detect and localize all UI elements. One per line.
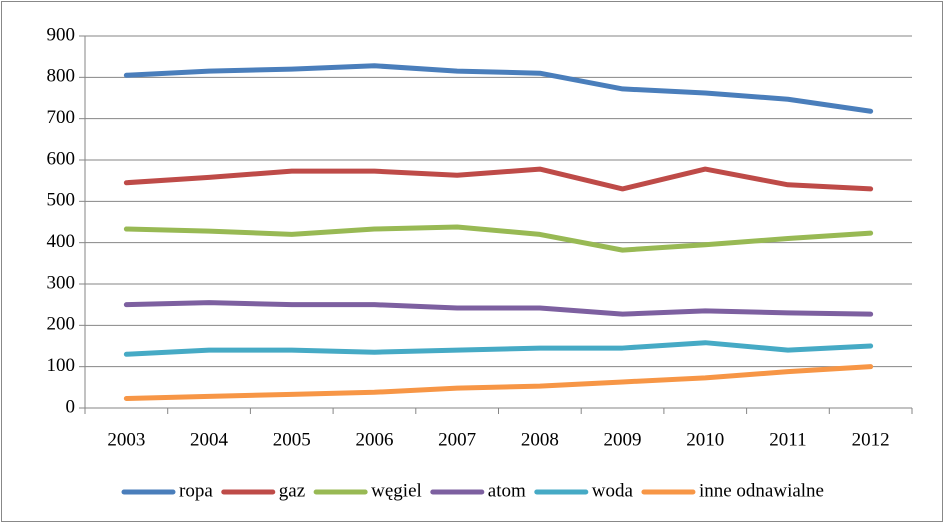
x-tick-label: 2005 xyxy=(273,429,311,450)
x-tick-label: 2011 xyxy=(769,429,806,450)
x-tick-label: 2006 xyxy=(355,429,393,450)
series-line xyxy=(123,340,874,357)
x-tick-label: 2010 xyxy=(686,429,724,450)
legend-label: gaz xyxy=(279,480,305,501)
legend-label: inne odnawialne xyxy=(699,480,824,501)
y-tick-label: 900 xyxy=(47,24,76,45)
y-tick-label: 0 xyxy=(66,396,76,417)
y-tick-label: 300 xyxy=(47,272,76,293)
y-tick-label: 700 xyxy=(47,107,76,128)
legend-label: ropa xyxy=(179,480,213,501)
y-tick-label: 200 xyxy=(47,314,76,335)
series-line xyxy=(123,63,874,114)
x-tick-label: 2009 xyxy=(604,429,642,450)
legend-label: atom xyxy=(488,480,526,501)
series-line xyxy=(123,224,874,253)
x-tick-label: 2004 xyxy=(190,429,229,450)
x-tick-label: 2007 xyxy=(438,429,476,450)
y-tick-label: 500 xyxy=(47,190,76,211)
x-tick-label: 2012 xyxy=(852,429,890,450)
series-line xyxy=(123,166,874,192)
legend-label: woda xyxy=(592,480,634,501)
y-tick-label: 800 xyxy=(47,66,76,87)
y-tick-label: 600 xyxy=(47,148,76,169)
y-tick-label: 400 xyxy=(47,231,76,252)
x-tick-label: 2008 xyxy=(521,429,559,450)
legend-label: węgiel xyxy=(371,480,422,501)
x-tick-label: 2003 xyxy=(107,429,145,450)
y-tick-label: 100 xyxy=(47,355,76,376)
series-line xyxy=(123,364,874,401)
series-line xyxy=(123,300,874,317)
